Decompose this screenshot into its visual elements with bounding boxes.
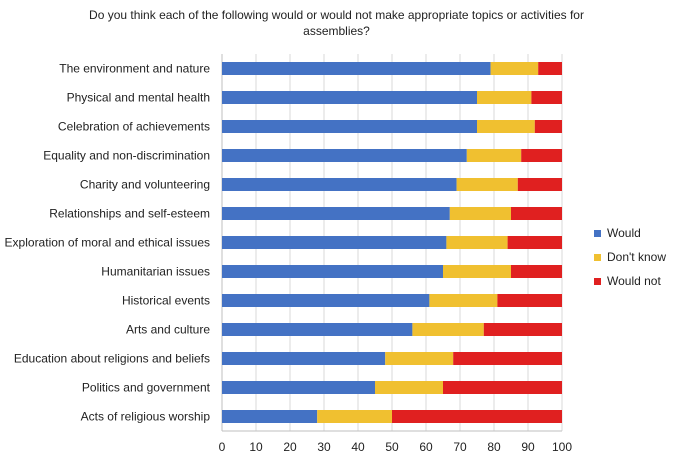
legend-label-would: Would: [607, 226, 641, 240]
x-tick-label: 20: [283, 440, 297, 454]
bar-don-t-know: [477, 91, 532, 104]
legend-label-would-not: Would not: [607, 274, 661, 288]
bar-would: [222, 294, 430, 307]
bar-would-not: [531, 91, 562, 104]
bar-would: [222, 236, 447, 249]
legend-swatch-would-not: [594, 277, 601, 285]
bar-would: [222, 178, 457, 191]
legend-item-would-not: Would not: [594, 269, 666, 293]
bar-don-t-know: [449, 207, 511, 220]
chart-title-line-1: Do you think each of the following would…: [89, 8, 584, 22]
bar-would-not: [507, 236, 562, 249]
category-label: Acts of religious worship: [81, 410, 211, 424]
x-tick-label: 80: [487, 440, 501, 454]
x-tick-label: 40: [351, 440, 365, 454]
bar-would: [222, 207, 450, 220]
x-tick-label: 0: [219, 440, 226, 454]
bar-would: [222, 352, 386, 365]
bar-don-t-know: [443, 265, 511, 278]
bar-don-t-know: [429, 294, 498, 307]
bar-would-not: [497, 294, 562, 307]
bar-don-t-know: [477, 120, 535, 133]
bar-would-not: [534, 120, 562, 133]
category-label: Celebration of achievements: [58, 120, 210, 134]
bar-would-not: [538, 62, 562, 75]
legend-swatch-dont-know: [594, 253, 601, 261]
legend-item-would: Would: [594, 221, 666, 245]
bar-would: [222, 91, 477, 104]
bar-would-not: [453, 352, 562, 365]
bar-would: [222, 410, 318, 423]
bar-would-not: [483, 323, 562, 336]
bar-don-t-know: [385, 352, 454, 365]
category-label: Equality and non-discrimination: [43, 149, 210, 163]
bar-don-t-know: [446, 236, 508, 249]
bar-would: [222, 265, 443, 278]
bar-would: [222, 62, 491, 75]
x-tick-label: 10: [249, 440, 263, 454]
category-label: Historical events: [122, 294, 210, 308]
x-tick-label: 50: [385, 440, 399, 454]
category-label: Charity and volunteering: [80, 178, 210, 192]
bar-don-t-know: [412, 323, 484, 336]
bar-would-not: [511, 207, 562, 220]
bar-would-not: [443, 381, 562, 394]
category-label: Physical and mental health: [67, 91, 210, 105]
category-label: Exploration of moral and ethical issues: [5, 236, 210, 250]
category-label: Humanitarian issues: [101, 265, 210, 279]
x-tick-label: 70: [453, 440, 467, 454]
bar-would-not: [517, 178, 562, 191]
bar-don-t-know: [490, 62, 539, 75]
category-label: Arts and culture: [126, 323, 210, 337]
bar-would: [222, 120, 477, 133]
category-label: Education about religions and beliefs: [14, 352, 210, 366]
bar-would: [222, 323, 413, 336]
category-label: Politics and government: [82, 381, 211, 395]
x-tick-label: 100: [552, 440, 572, 454]
bar-don-t-know: [375, 381, 443, 394]
bar-would-not: [511, 265, 562, 278]
x-tick-label: 30: [317, 440, 331, 454]
bar-would-not: [392, 410, 562, 423]
chart-title-line-2: assemblies?: [303, 24, 370, 38]
x-tick-label: 60: [419, 440, 433, 454]
legend: Would Don't know Would not: [594, 221, 666, 293]
legend-swatch-would: [594, 229, 601, 237]
bar-don-t-know: [456, 178, 518, 191]
category-label: The environment and nature: [59, 62, 210, 76]
bar-would-not: [521, 149, 562, 162]
bar-don-t-know: [466, 149, 522, 162]
bar-would: [222, 381, 375, 394]
bar-don-t-know: [317, 410, 392, 423]
x-tick-label: 90: [521, 440, 535, 454]
legend-item-dont-know: Don't know: [594, 245, 666, 269]
chart-title: Do you think each of the following would…: [0, 7, 673, 39]
bar-would: [222, 149, 467, 162]
legend-label-dont-know: Don't know: [607, 250, 666, 264]
category-label: Relationships and self-esteem: [49, 207, 210, 221]
